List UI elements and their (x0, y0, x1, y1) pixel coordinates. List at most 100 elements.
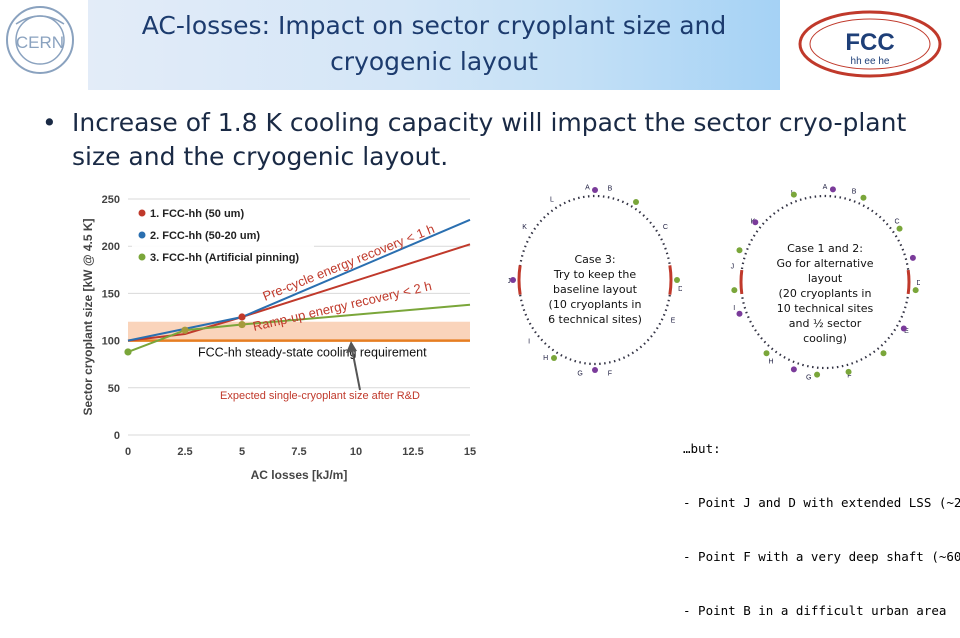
cern-logo-text: CERN (16, 33, 64, 52)
cryoplant-dot (790, 366, 797, 373)
legend-label: 1. FCC-hh (50 um) (150, 208, 244, 220)
cryoplant-dot (763, 350, 770, 357)
caveats-list: …but: - Point J and D with extended LSS … (683, 404, 960, 638)
x-tick-label: 0 (125, 446, 131, 458)
x-tick-label: 10 (350, 446, 362, 458)
ring-diagram-case12: LABKCJDIEHGF (731, 184, 920, 380)
site-label: C (663, 224, 668, 231)
expected-size-band (128, 321, 470, 341)
site-label: A (823, 184, 828, 191)
cryoplant-dot (551, 354, 557, 361)
title-band (88, 0, 780, 90)
site-label: D (678, 286, 682, 293)
ring-cooled-arc (906, 269, 911, 295)
main-bullet: • Increase of 1.8 K cooling capacity wil… (42, 106, 922, 174)
steady-state-label: FCC-hh steady-state cooling requirement (198, 346, 427, 360)
fcc-logo: FCC hh ee he (796, 8, 944, 80)
ring-diagram-case3: A B L C K D J E I F G H (508, 184, 682, 376)
site-label: G (577, 371, 582, 376)
band-arrow (351, 348, 361, 391)
site-label: G (806, 375, 811, 380)
site-label: F (847, 373, 851, 380)
site-label: H (543, 355, 548, 362)
cryoplant-dot (880, 350, 887, 357)
x-tick-label: 15 (464, 446, 476, 458)
cryoplant-dot (592, 367, 598, 373)
x-axis-label: AC losses [kJ/m] (251, 468, 348, 482)
legend-swatch (138, 253, 146, 261)
y-axis-label: Sector cryoplant size [kW @ 4.5 K] (81, 218, 95, 415)
y-tick-label: 50 (108, 383, 120, 395)
x-tick-label: 5 (239, 446, 245, 458)
cryoplant-dot (912, 287, 919, 294)
data-point (124, 348, 132, 356)
case3-label: Case 3: Try to keep the baseline layout … (548, 253, 642, 326)
data-point (238, 320, 246, 329)
cryoplant-dot (845, 368, 852, 375)
caveat-item-3: - Point B in a difficult urban area (683, 603, 947, 618)
site-label: C (894, 218, 899, 225)
legend-label: 3. FCC-hh (Artificial pinning) (150, 252, 299, 264)
site-label: E (671, 318, 676, 325)
fcc-logo-sub: hh ee he (851, 56, 890, 67)
cryoplant-dot (633, 199, 639, 206)
site-label: J (731, 263, 735, 270)
data-point (238, 313, 246, 321)
site-label: J (508, 278, 511, 285)
legend-box (132, 201, 314, 271)
site-label: L (550, 197, 554, 204)
site-label: F (608, 371, 612, 376)
y-tick-label: 150 (102, 288, 120, 300)
site-label: I (733, 305, 735, 312)
series-line (127, 303, 471, 353)
site-label: A (585, 184, 590, 191)
bullet-text: Increase of 1.8 K cooling capacity will … (72, 108, 907, 171)
site-label: B (852, 189, 857, 196)
cryoplant-dot (674, 277, 680, 283)
x-tick-label: 2.5 (177, 446, 192, 458)
y-tick-label: 100 (102, 336, 120, 348)
ring-cooled-arc (668, 265, 673, 295)
cryoplant-dot (736, 247, 743, 254)
cryoplant-dot (752, 219, 759, 226)
site-label: K (522, 224, 527, 231)
site-label: H (769, 359, 774, 366)
cryoplant-chart: 0 50 100 150 200 250 0 2.5 5 7.5 10 12.5 15 AC losses… (60, 183, 495, 498)
x-tick-label: 7.5 (291, 446, 306, 458)
y-tick-label: 250 (102, 194, 120, 206)
series-line (127, 243, 471, 342)
y-tick-label: 200 (102, 241, 120, 253)
caveats-intro: …but: (683, 441, 721, 456)
band-arrow-head (346, 341, 357, 353)
case12-label: Case 1 and 2: Go for alternative layout … (776, 242, 874, 345)
x-tick-label: 12.5 (402, 446, 423, 458)
caveat-item-2: - Point F with a very deep shaft (~600 m… (683, 549, 960, 564)
cryoplant-dot (510, 277, 516, 283)
cryoplant-dot (731, 287, 738, 294)
cryoplant-dot (909, 254, 916, 261)
legend-swatch (138, 231, 146, 239)
cryoplant-dot (860, 194, 867, 201)
legend-swatch (138, 209, 146, 217)
site-label: D (916, 280, 920, 287)
site-label: B (608, 185, 613, 192)
legend-label: 2. FCC-hh (50-20 um) (150, 230, 260, 242)
site-label: I (528, 338, 530, 345)
cern-logo-graphic: CERN (6, 6, 74, 74)
caveat-item-1: - Point J and D with extended LSS (~2 km… (683, 495, 960, 510)
cryoplant-dot (896, 225, 903, 232)
cryoplant-dot (829, 186, 836, 193)
y-tick-label: 0 (114, 430, 120, 442)
cryoplant-dot (790, 191, 797, 198)
cryoplant-dot (592, 187, 598, 193)
bullet-dot: • (42, 108, 57, 137)
data-point (181, 326, 189, 334)
fcc-logo-main: FCC (845, 29, 894, 56)
site-label: E (904, 328, 909, 335)
ring-cooled-arc (739, 269, 744, 295)
ring-cooled-arc (517, 265, 522, 295)
cern-logo: CERN (2, 4, 78, 76)
page-title: AC-losses: Impact on sector cryoplant si… (141, 11, 727, 76)
cryoplant-dot (814, 371, 821, 378)
cryoplant-dot (736, 310, 743, 317)
